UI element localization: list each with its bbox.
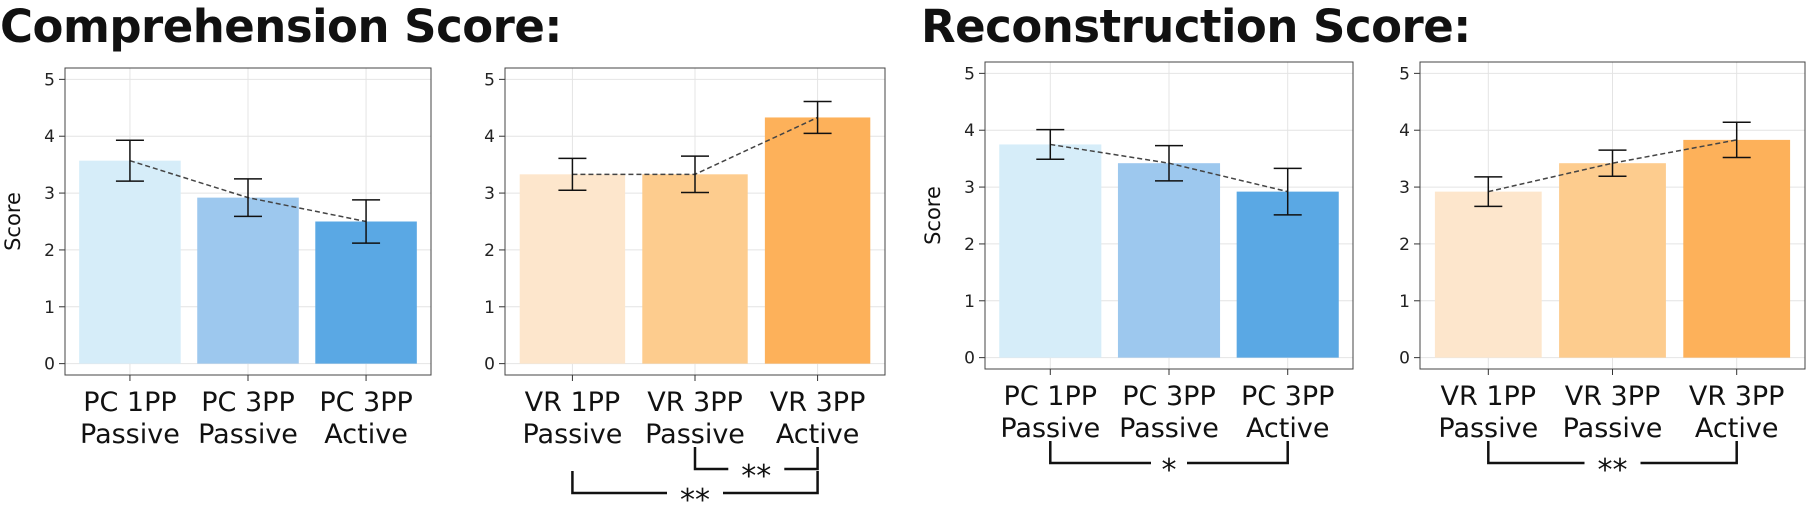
ytick-label-5: 5	[44, 70, 55, 90]
category-label-0-0: PC 1PP	[83, 387, 176, 418]
significance-bracket-0: **	[1487, 441, 1738, 488]
bar-2	[1683, 139, 1791, 358]
ytick-label-3: 3	[44, 184, 55, 204]
bar-1	[1559, 163, 1666, 358]
category-label-1-0: VR 3PP	[647, 387, 743, 418]
significance-label-1: **	[680, 483, 710, 517]
significance-label-0: **	[1598, 453, 1628, 488]
ytick-label-1: 1	[44, 298, 55, 318]
significance-label-0: **	[741, 459, 771, 494]
error-bar-0	[1036, 128, 1065, 160]
bar-0	[79, 160, 181, 364]
bracket-label-bg-0	[1584, 455, 1641, 471]
ytick-label-4: 4	[44, 127, 55, 147]
error-bar-0	[558, 157, 587, 191]
ytick-label-3: 3	[1399, 178, 1410, 198]
category-label-2-0: PC 3PP	[319, 387, 412, 418]
ytick-label-3: 3	[484, 184, 495, 204]
ytick-label-2: 2	[1399, 235, 1410, 255]
significance-bracket-0: *	[1049, 441, 1289, 488]
y-axis-label: Score	[921, 186, 945, 245]
error-bar-2	[1722, 121, 1751, 159]
ytick-label-5: 5	[1399, 64, 1410, 84]
error-bar-2	[803, 100, 832, 135]
trend-line	[1488, 139, 1737, 193]
category-label-0-1: Passive	[522, 419, 622, 450]
ytick-label-5: 5	[484, 70, 495, 90]
category-label-1-1: Passive	[1119, 413, 1219, 444]
ytick-label-0: 0	[964, 349, 975, 369]
bar-2	[315, 221, 417, 364]
ytick-label-2: 2	[484, 241, 495, 261]
ytick-label-4: 4	[1399, 121, 1410, 141]
category-label-0-1: Passive	[1000, 413, 1100, 444]
bar-2	[1236, 191, 1339, 358]
category-label-1-1: Passive	[198, 419, 298, 450]
category-label-1-0: PC 3PP	[201, 387, 294, 418]
ytick-label-0: 0	[484, 355, 495, 375]
error-bar-1	[681, 155, 709, 194]
error-bar-1	[234, 178, 262, 218]
category-label-2-1: Active	[1246, 413, 1330, 444]
bar-0	[519, 174, 626, 364]
comprehension-title: Comprehension Score:	[0, 0, 562, 53]
category-label-0-0: VR 1PP	[525, 387, 621, 418]
significance-bracket-0: **	[693, 447, 819, 494]
bracket-label-bg-1	[667, 485, 723, 501]
category-label-2-0: VR 3PP	[770, 387, 866, 418]
error-bar-0	[1474, 176, 1503, 208]
bar-2	[764, 117, 871, 364]
category-label-0-1: Passive	[80, 419, 180, 450]
error-bar-2	[352, 199, 381, 244]
category-label-2-1: Active	[776, 419, 860, 450]
bar-1	[197, 197, 299, 364]
error-bar-1	[1155, 144, 1183, 182]
category-label-1-0: PC 3PP	[1122, 381, 1215, 412]
category-label-2-0: VR 3PP	[1689, 381, 1785, 412]
bar-0	[999, 144, 1102, 358]
category-label-1-1: Passive	[1563, 413, 1663, 444]
bracket-label-bg-0	[728, 461, 785, 477]
ytick-label-5: 5	[964, 64, 975, 84]
bar-0	[1434, 191, 1542, 358]
ytick-label-0: 0	[44, 355, 55, 375]
ytick-label-0: 0	[1399, 349, 1410, 369]
ytick-label-3: 3	[964, 178, 975, 198]
category-label-1-0: VR 3PP	[1565, 381, 1661, 412]
bracket-label-bg-0	[1151, 455, 1187, 471]
ytick-label-1: 1	[484, 298, 495, 318]
ytick-label-4: 4	[484, 127, 495, 147]
significance-label-0: *	[1162, 453, 1177, 488]
category-label-2-1: Active	[1695, 413, 1779, 444]
ytick-label-2: 2	[964, 235, 975, 255]
category-label-2-0: PC 3PP	[1241, 381, 1334, 412]
category-label-0-0: VR 1PP	[1441, 381, 1537, 412]
bar-1	[642, 174, 748, 364]
reconstruction-title: Reconstruction Score:	[921, 0, 1471, 53]
ytick-label-4: 4	[964, 121, 975, 141]
category-label-0-1: Passive	[1438, 413, 1538, 444]
error-bar-0	[115, 139, 144, 182]
significance-bracket-1: **	[571, 471, 819, 517]
bar-1	[1117, 163, 1221, 358]
category-label-1-1: Passive	[645, 419, 745, 450]
error-bar-2	[1273, 167, 1302, 216]
category-label-0-0: PC 1PP	[1004, 381, 1097, 412]
y-axis-label: Score	[1, 192, 25, 251]
ytick-label-1: 1	[964, 292, 975, 312]
ytick-label-2: 2	[44, 241, 55, 261]
category-label-2-1: Active	[324, 419, 408, 450]
ytick-label-1: 1	[1399, 292, 1410, 312]
error-bar-1	[1598, 149, 1627, 178]
